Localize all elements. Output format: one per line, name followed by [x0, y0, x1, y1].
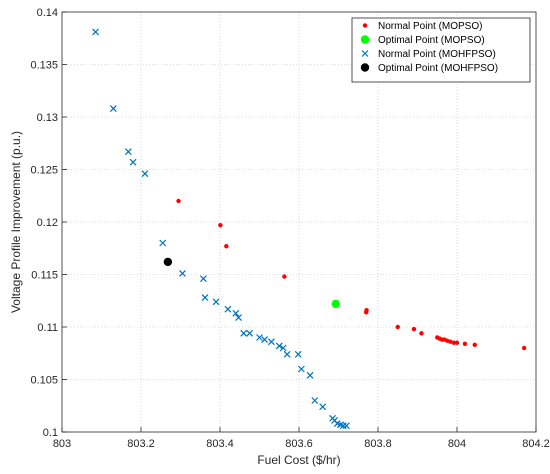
data-point	[521, 345, 527, 351]
y-axis-label: Voltage Profile Improvement (p.u.)	[9, 131, 23, 313]
data-point	[199, 275, 207, 283]
x-tick-label: 804	[448, 438, 466, 450]
legend-marker	[361, 50, 369, 57]
data-point	[306, 371, 314, 379]
x-tick-label: 803.2	[127, 438, 155, 450]
legend-label: Normal Point (MOPSO)	[378, 21, 482, 32]
data-point	[311, 397, 319, 404]
data-point	[212, 298, 220, 306]
y-tick-label: 0.105	[30, 375, 58, 387]
x-tick-label: 803	[53, 438, 71, 450]
data-point	[256, 334, 263, 341]
data-point	[240, 329, 248, 337]
data-point	[159, 239, 167, 247]
data-point	[395, 324, 400, 330]
series-group	[176, 198, 527, 351]
x-axis-ticks: 803 803.2 803.4 803.6 803.8 804 804.2	[53, 427, 550, 450]
data-point	[472, 342, 477, 348]
data-point	[109, 105, 117, 113]
data-point	[179, 270, 186, 277]
data-point	[282, 274, 287, 279]
x-tick-label: 803.6	[285, 438, 313, 450]
y-tick-label: 0.12	[37, 217, 58, 229]
data-point	[163, 257, 173, 267]
legend-label: Normal Point (MOHFPSO)	[378, 49, 496, 60]
data-point	[261, 336, 269, 344]
data-point	[201, 294, 209, 302]
data-point	[411, 326, 417, 332]
data-point	[331, 299, 340, 309]
data-point	[141, 170, 149, 178]
legend-marker	[362, 23, 368, 28]
data-point	[246, 329, 254, 337]
data-point	[462, 341, 468, 346]
y-tick-label: 0.13	[37, 112, 58, 124]
x-axis-label: Fuel Cost ($/hr)	[257, 453, 340, 467]
data-point	[454, 340, 460, 345]
legend-marker	[360, 63, 370, 72]
x-tick-label: 803.4	[206, 438, 234, 450]
x-tick-label: 804.2	[522, 438, 550, 450]
data-point	[218, 222, 223, 228]
data-point	[451, 340, 457, 345]
data-point	[176, 198, 181, 204]
series-group	[331, 299, 340, 309]
y-tick-label: 0.135	[30, 60, 58, 72]
legend-marker	[360, 35, 370, 44]
y-tick-label: 0.115	[31, 270, 58, 282]
y-tick-label: 0.1	[43, 427, 58, 439]
y-axis-ticks: 0.1 0.105 0.11 0.115 0.12 0.125 0.13 0.135 0.14	[30, 7, 67, 439]
data-point	[419, 331, 424, 336]
data-point	[224, 243, 229, 249]
legend-label: Optimal Point (MOPSO)	[378, 35, 485, 46]
data-point	[124, 148, 132, 156]
data-point	[297, 365, 305, 373]
data-point	[319, 403, 327, 411]
data-point	[294, 350, 302, 358]
data-point	[342, 422, 350, 430]
data-point	[129, 158, 137, 166]
data-point	[283, 350, 291, 358]
data-point	[235, 314, 242, 321]
legend-label: Optimal Point (MOHFPSO)	[378, 63, 498, 74]
data-point	[232, 309, 240, 317]
series-group	[163, 257, 173, 267]
data-point	[448, 339, 453, 344]
data-point	[267, 338, 275, 346]
y-tick-label: 0.14	[37, 7, 58, 19]
data-point	[224, 305, 232, 313]
data-point	[364, 308, 369, 313]
y-tick-label: 0.125	[30, 165, 58, 177]
data-marks	[92, 28, 527, 430]
series-group	[92, 28, 350, 430]
legend-box	[351, 17, 531, 83]
y-tick-label: 0.11	[37, 322, 58, 334]
legend: Normal Point (MOPSO) Optimal Point (MOPSO…	[351, 17, 531, 83]
data-point	[279, 344, 287, 352]
data-point	[92, 28, 99, 36]
data-point	[275, 342, 283, 350]
x-tick-label: 803.8	[364, 438, 392, 450]
